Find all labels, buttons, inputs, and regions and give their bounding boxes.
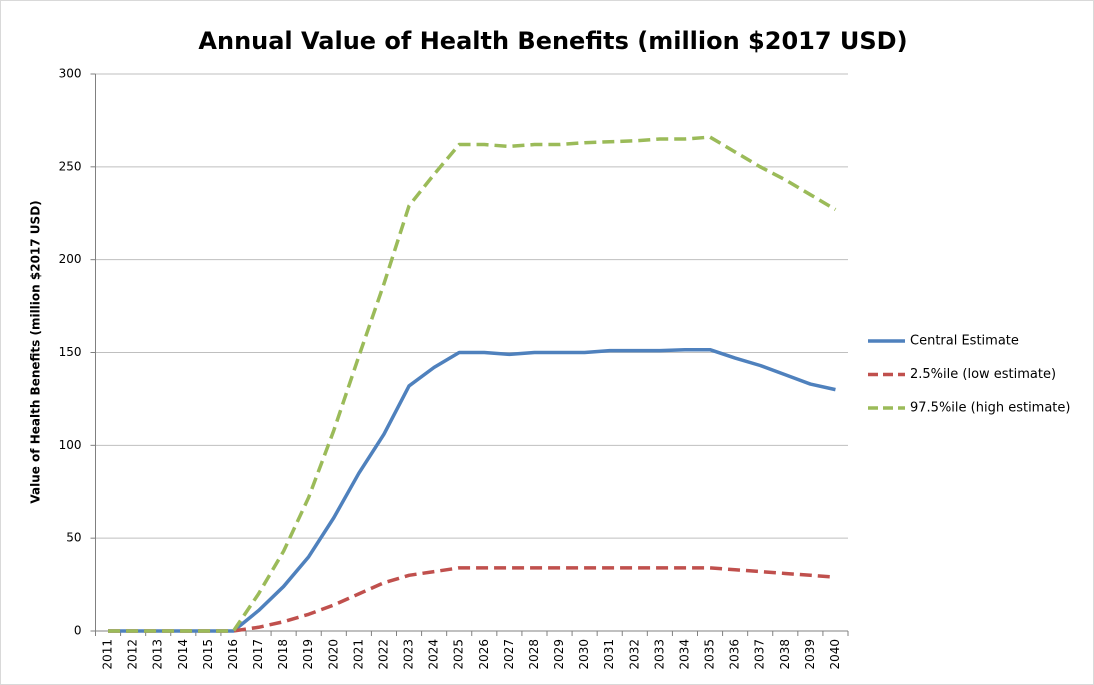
x-tick-label: 2017 bbox=[251, 639, 265, 670]
x-tick-label: 2015 bbox=[201, 639, 215, 670]
x-tick-label: 2040 bbox=[828, 639, 842, 670]
series-line bbox=[108, 566, 836, 633]
series-line bbox=[108, 135, 837, 633]
x-tick-label: 2025 bbox=[452, 639, 466, 670]
x-tick-label: 2011 bbox=[101, 639, 115, 670]
x-tick-label: 2037 bbox=[753, 639, 767, 670]
x-tick-label: 2039 bbox=[803, 639, 817, 670]
x-tick-label: 2020 bbox=[326, 639, 340, 670]
x-tick-label: 2019 bbox=[301, 639, 315, 670]
x-tick-label: 2038 bbox=[778, 639, 792, 670]
y-tick-label: 100 bbox=[59, 438, 82, 452]
x-tick-label: 2035 bbox=[703, 639, 717, 670]
legend-label: 2.5%ile (low estimate) bbox=[910, 367, 1056, 382]
x-tick-label: 2028 bbox=[527, 639, 541, 670]
x-tick-label: 2031 bbox=[602, 639, 616, 670]
chart-title: Annual Value of Health Benefits (million… bbox=[198, 27, 907, 55]
x-tick-label: 2029 bbox=[552, 639, 566, 670]
x-tick-label: 2014 bbox=[176, 639, 190, 670]
x-tick-label: 2021 bbox=[351, 639, 365, 670]
x-tick-label: 2026 bbox=[477, 639, 491, 670]
x-tick-label: 2033 bbox=[652, 639, 666, 670]
x-tick-label: 2023 bbox=[402, 639, 416, 670]
x-tick-label: 2034 bbox=[677, 639, 691, 670]
x-tick-label: 2027 bbox=[502, 639, 516, 670]
x-tick-label: 2030 bbox=[577, 639, 591, 670]
y-tick-label: 50 bbox=[66, 531, 81, 545]
series-line bbox=[108, 347, 836, 633]
x-tick-label: 2016 bbox=[226, 639, 240, 670]
x-tick-label: 2018 bbox=[276, 639, 290, 670]
legend-label: 97.5%ile (high estimate) bbox=[910, 401, 1070, 416]
x-tick-label: 2036 bbox=[728, 639, 742, 670]
x-tick-label: 2032 bbox=[627, 639, 641, 670]
y-tick-label: 200 bbox=[59, 252, 82, 266]
x-tick-label: 2013 bbox=[151, 639, 165, 670]
y-tick-label: 0 bbox=[74, 624, 82, 638]
y-tick-label: 150 bbox=[59, 345, 82, 359]
x-tick-label: 2024 bbox=[427, 639, 441, 670]
y-axis-label: Value of Health Benefits (million $2017 … bbox=[29, 200, 43, 503]
legend-label: Central Estimate bbox=[910, 334, 1019, 349]
y-tick-label: 250 bbox=[59, 159, 82, 173]
x-tick-label: 2022 bbox=[376, 639, 390, 670]
x-tick-label: 2012 bbox=[126, 639, 140, 670]
y-tick-label: 300 bbox=[59, 67, 82, 81]
